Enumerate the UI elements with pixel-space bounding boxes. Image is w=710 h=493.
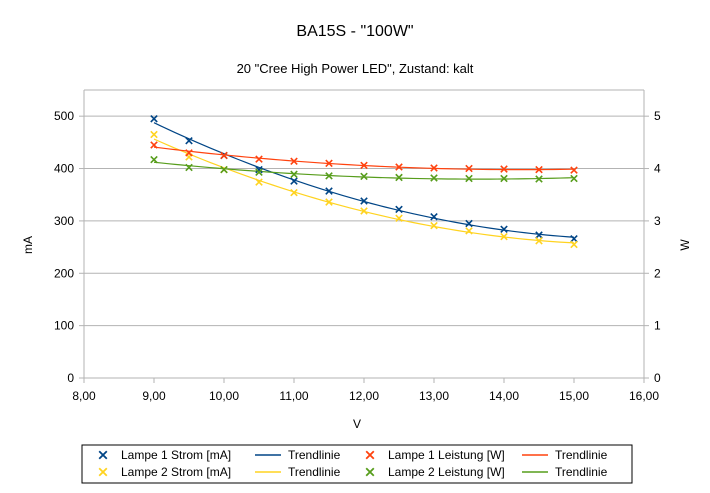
legend-label: Trendlinie <box>288 465 341 479</box>
legend-label: Lampe 1 Leistung [W] <box>388 448 505 462</box>
chart-subtitle: 20 "Cree High Power LED", Zustand: kalt <box>237 61 474 76</box>
data-point <box>360 172 368 181</box>
data-point <box>395 173 403 182</box>
data-point <box>220 165 228 174</box>
data-point <box>185 149 193 157</box>
data-point <box>255 165 263 174</box>
data-point <box>360 161 368 170</box>
data-point <box>220 151 228 160</box>
y-left-tick-label: 400 <box>54 162 74 176</box>
data-point <box>255 168 263 176</box>
data-point <box>570 240 578 249</box>
x-tick-label: 16,00 <box>629 389 659 403</box>
data-point <box>570 166 578 174</box>
legend-label: Trendlinie <box>555 448 608 462</box>
data-markers <box>150 115 578 249</box>
data-point <box>185 163 193 172</box>
x-tick-label: 9,00 <box>142 389 166 403</box>
legend-marker <box>365 450 375 460</box>
legend-label: Lampe 2 Strom [mA] <box>121 465 231 479</box>
data-point <box>290 170 298 179</box>
data-point <box>360 207 368 215</box>
data-point <box>290 157 298 165</box>
data-point <box>465 219 473 228</box>
data-point <box>430 174 438 182</box>
x-axis-label: V <box>353 417 361 431</box>
x-tick-label: 15,00 <box>559 389 589 403</box>
x-tick-label: 14,00 <box>489 389 519 403</box>
data-point <box>325 198 333 206</box>
data-point <box>150 141 158 149</box>
trendline <box>153 122 575 238</box>
chart-title: BA15S - "100W" <box>296 23 413 40</box>
x-tick-labels: 8,00 9,00 10,00 11,00 12,00 13,00 14,00 15,00 16… <box>72 389 659 403</box>
data-point <box>500 225 508 234</box>
y-left-tick-label: 100 <box>54 319 74 333</box>
legend: Lampe 1 Strom [mA] Trendlinie Lampe 1 Leis… <box>81 444 633 484</box>
trendlines <box>153 122 575 244</box>
legend-label: Trendlinie <box>288 448 341 462</box>
data-point <box>395 214 403 223</box>
data-point <box>465 174 473 183</box>
y-right-tick-label: 4 <box>654 162 661 176</box>
data-point <box>430 221 438 230</box>
x-tick-label: 13,00 <box>419 389 449 403</box>
data-point <box>500 232 508 241</box>
data-point <box>535 165 543 174</box>
data-point <box>290 188 298 197</box>
data-point <box>150 130 158 139</box>
y-right-tick-label: 1 <box>654 319 661 333</box>
data-point <box>570 174 578 183</box>
legend-marker <box>365 467 375 477</box>
grid <box>84 89 644 379</box>
data-point <box>395 163 403 171</box>
x-tick-label: 8,00 <box>72 389 96 403</box>
legend-label: Trendlinie <box>555 465 608 479</box>
y-right-tick-label: 2 <box>654 266 661 280</box>
x-tick-label: 12,00 <box>349 389 379 403</box>
legend-label: Lampe 1 Strom [mA] <box>121 448 231 462</box>
y-right-tick-label: 0 <box>654 371 661 385</box>
legend-items: Lampe 1 Strom [mA] Trendlinie Lampe 1 Leis… <box>98 448 608 479</box>
y-left-tick-label: 300 <box>54 214 74 228</box>
data-point <box>535 231 543 239</box>
legend-label: Lampe 2 Leistung [W] <box>388 465 505 479</box>
y-right-tick-labels: 0 1 2 3 4 5 <box>654 109 661 385</box>
y-left-tick-label: 200 <box>54 266 74 280</box>
data-point <box>290 177 298 185</box>
x-tick-label: 10,00 <box>209 389 239 403</box>
data-point <box>150 115 158 123</box>
y-right-tick-label: 3 <box>654 214 661 228</box>
y-left-tick-label: 500 <box>54 109 74 123</box>
data-point <box>360 197 368 205</box>
data-point <box>150 155 158 164</box>
legend-marker <box>98 450 108 460</box>
data-point <box>500 165 508 173</box>
data-point <box>535 175 543 183</box>
axes <box>79 90 649 383</box>
legend-box <box>81 444 633 484</box>
data-point <box>185 137 193 145</box>
data-point <box>500 174 508 183</box>
x-tick-label: 11,00 <box>279 389 308 403</box>
data-point <box>255 155 263 163</box>
data-point <box>325 187 333 195</box>
data-point <box>255 178 263 186</box>
y-right-tick-label: 5 <box>654 109 661 123</box>
y-left-tick-label: 0 <box>67 371 74 385</box>
y-left-tick-labels: 0 100 200 300 400 500 <box>54 109 74 385</box>
data-point <box>570 234 578 243</box>
data-point <box>465 227 473 235</box>
data-point <box>325 159 333 168</box>
y-left-axis-label: mA <box>21 236 35 254</box>
data-point <box>430 164 438 172</box>
data-point <box>535 237 543 245</box>
data-point <box>325 172 333 180</box>
data-point <box>465 164 473 173</box>
y-right-axis-label: W <box>678 239 692 251</box>
data-point <box>395 205 403 214</box>
legend-marker <box>98 467 108 477</box>
data-point <box>430 212 438 221</box>
